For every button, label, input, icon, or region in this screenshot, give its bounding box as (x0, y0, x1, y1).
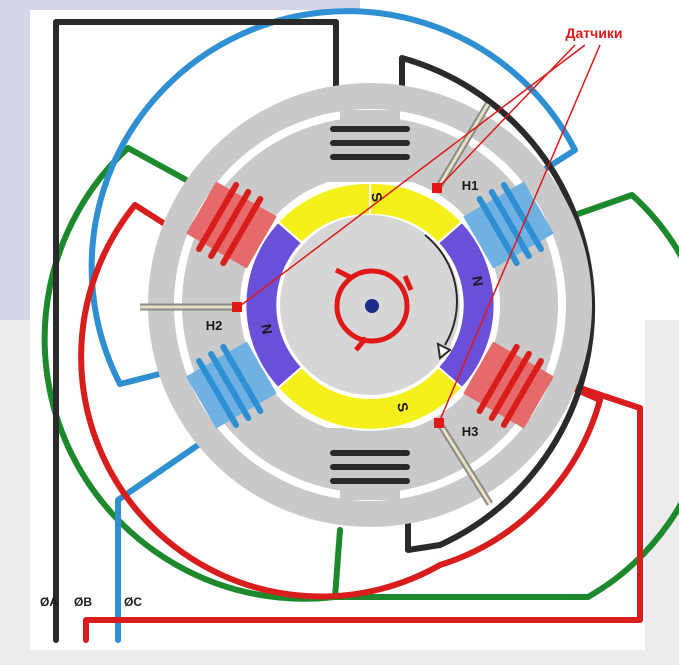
green-wire-upper-left (125, 145, 193, 185)
rotor (244, 181, 496, 431)
phase-c-label: ØC (124, 595, 142, 609)
sensor-label-h3: H3 (462, 424, 479, 439)
sensor-pointer-lines (239, 44, 601, 421)
tooth-upper-right (463, 181, 554, 269)
sensor-label-h1: H1 (462, 178, 479, 193)
phase-c-wire (115, 427, 223, 643)
green-wire-outer (41, 145, 679, 602)
tooth-lower-right (463, 341, 554, 429)
phase-a-wire (53, 19, 339, 643)
pole-label-bottom: S (394, 401, 411, 413)
tooth-lower-left (186, 341, 277, 429)
rotation-arrowhead (436, 342, 452, 360)
red-wire-arc (78, 202, 603, 600)
green-wire-bottom (332, 527, 343, 600)
tooth-bottom (310, 428, 430, 500)
phase-b-wire (83, 375, 643, 643)
hall-sensors (140, 102, 493, 506)
sensor-h1 (432, 183, 442, 193)
shaft-lugs (334, 267, 414, 352)
pole-label-top: S (368, 191, 385, 203)
sensor-h2 (232, 302, 242, 312)
shaft-ring (334, 268, 410, 344)
pole-label-right: N (469, 275, 487, 288)
sensors-label: Датчики (566, 25, 623, 41)
phase-b-label: ØB (74, 595, 92, 609)
rotation-arrow (424, 234, 459, 346)
sensor-label-h2: H2 (206, 318, 223, 333)
phase-a-label: ØA (40, 595, 58, 609)
stator-teeth (186, 110, 554, 500)
sensor-h3 (434, 418, 444, 428)
tooth-top (310, 110, 430, 182)
shaft-center (365, 299, 379, 313)
pole-label-left: N (258, 323, 276, 336)
blue-wire-arc (88, 8, 578, 387)
tooth-upper-left (186, 181, 277, 269)
